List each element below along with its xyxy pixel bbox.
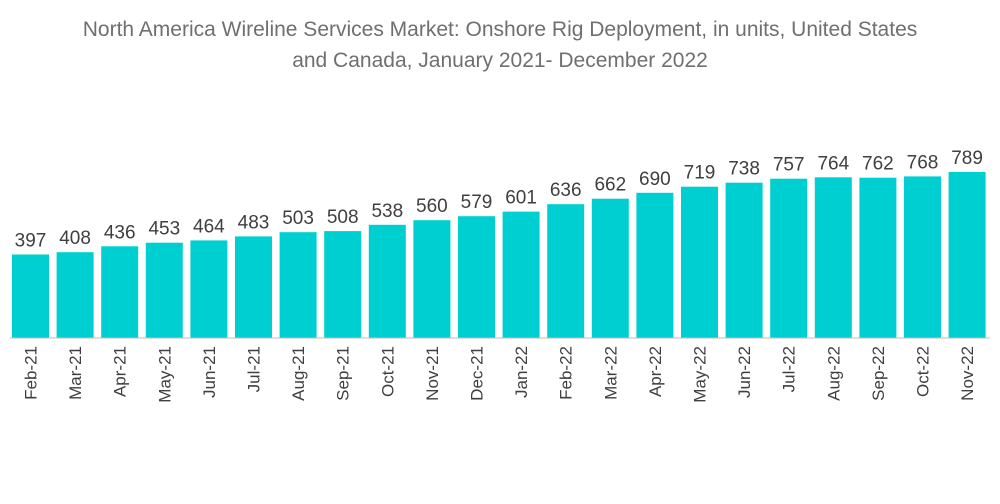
bar-mar-21: [56, 252, 94, 338]
bar-apr-21: [101, 246, 139, 338]
bar-feb-22: [547, 204, 585, 338]
tick-label-nov-21: Nov-21: [423, 346, 442, 401]
tick-labels-group: Feb-21 Mar-21 Apr-21 May-21 Jun-21 Jul-21 Aug-…: [22, 346, 978, 403]
bar-apr-22: [636, 192, 674, 338]
bar-oct-22: [904, 176, 941, 338]
chart-title: North America Wireline Services Market: …: [0, 14, 1000, 76]
bar-nov-22: [948, 172, 986, 338]
bar-nov-21: [413, 220, 451, 338]
tick-label-feb-21: Feb-21: [22, 346, 41, 400]
value-label-mar-22: 662: [594, 175, 626, 196]
value-label-aug-21: 503: [282, 208, 314, 229]
tick-label-may-21: May-21: [155, 346, 174, 403]
value-label-jul-21: 483: [238, 212, 270, 233]
value-label-apr-22: 690: [639, 169, 671, 190]
value-label-oct-21: 538: [371, 201, 403, 222]
bar-jan-22: [502, 211, 540, 338]
value-label-feb-21: 397: [15, 231, 47, 252]
value-labels-group: 397 408 436 453 464 483 503 508 538 560 579 601 636 6…: [15, 148, 983, 252]
bar-oct-21: [368, 224, 406, 338]
bar-may-22: [681, 186, 718, 338]
bar-jun-22: [725, 182, 763, 338]
bar-aug-22: [814, 177, 852, 338]
tick-label-may-22: May-22: [691, 346, 710, 403]
value-label-oct-22: 768: [907, 152, 939, 173]
value-label-jan-22: 601: [505, 188, 537, 209]
tick-label-aug-22: Aug-22: [824, 346, 843, 401]
tick-label-jul-21: Jul-21: [245, 346, 264, 392]
value-label-aug-22: 764: [817, 153, 849, 174]
bar-aug-21: [279, 232, 317, 338]
bar-may-21: [145, 242, 183, 338]
tick-label-oct-21: Oct-21: [378, 346, 397, 397]
tick-label-aug-21: Aug-21: [289, 346, 308, 401]
tick-label-sep-21: Sep-21: [334, 346, 353, 401]
value-label-mar-21: 408: [59, 228, 91, 249]
value-label-sep-22: 762: [862, 154, 894, 175]
tick-label-apr-21: Apr-21: [111, 346, 130, 397]
tick-label-jun-22: Jun-22: [735, 346, 754, 398]
tick-label-feb-22: Feb-22: [557, 346, 576, 400]
tick-label-nov-22: Nov-22: [958, 346, 977, 401]
value-label-nov-21: 560: [416, 196, 448, 217]
bar-sep-21: [324, 231, 362, 338]
tick-label-oct-22: Oct-22: [914, 346, 933, 397]
tick-label-apr-22: Apr-22: [646, 346, 665, 397]
tick-label-mar-21: Mar-21: [66, 346, 85, 400]
bar-mar-22: [591, 198, 629, 338]
tick-label-jan-22: Jan-22: [512, 346, 531, 398]
value-label-jun-21: 464: [193, 216, 225, 237]
tick-label-jun-21: Jun-21: [200, 346, 219, 398]
bars-group: [12, 172, 986, 338]
bar-jul-22: [770, 178, 808, 338]
value-label-sep-21: 508: [327, 207, 359, 228]
tick-label-dec-21: Dec-21: [468, 346, 487, 401]
tick-label-mar-22: Mar-22: [601, 346, 620, 400]
bar-feb-21: [12, 254, 49, 338]
bar-dec-21: [458, 216, 495, 338]
value-label-dec-21: 579: [461, 192, 493, 213]
value-label-jun-22: 738: [728, 159, 760, 180]
tick-label-jul-22: Jul-22: [780, 346, 799, 392]
value-label-feb-22: 636: [550, 180, 582, 201]
value-label-may-21: 453: [148, 219, 180, 240]
value-label-apr-21: 436: [104, 222, 136, 243]
bar-jun-21: [190, 240, 228, 338]
chart-title-line-1: North America Wireline Services Market: …: [82, 18, 918, 41]
value-label-may-22: 719: [684, 163, 716, 184]
bar-jul-21: [235, 236, 272, 338]
value-label-jul-22: 757: [773, 155, 805, 176]
tick-label-sep-22: Sep-22: [869, 346, 888, 401]
bar-sep-22: [859, 177, 897, 338]
value-label-nov-22: 789: [951, 148, 983, 169]
chart-title-line-2: and Canada, January 2021- December 2022: [292, 49, 708, 72]
